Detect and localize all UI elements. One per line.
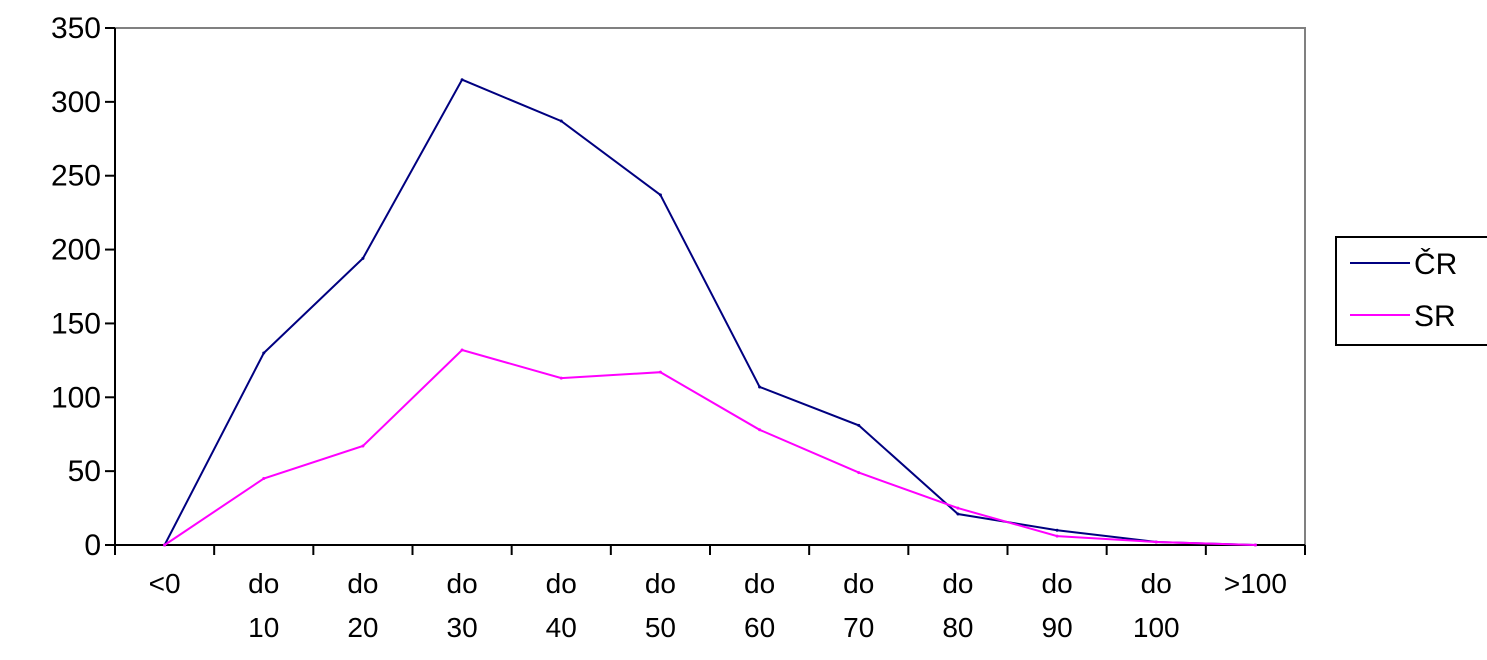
x-tick-label: <0 (149, 568, 181, 599)
data-point (262, 477, 266, 481)
y-tick-label: 100 (51, 381, 101, 414)
x-tick-label: 70 (843, 612, 874, 643)
series-line-0 (163, 78, 1256, 546)
data-point (758, 385, 762, 389)
data-point (361, 256, 365, 260)
legend-box (1335, 236, 1487, 346)
x-tick-label: 80 (942, 612, 973, 643)
data-point (956, 506, 960, 510)
data-point (163, 543, 167, 547)
y-tick-label: 200 (51, 234, 101, 267)
x-tick-label: >100 (1224, 568, 1287, 599)
data-point (1055, 528, 1059, 532)
x-tick-label: 30 (447, 612, 478, 643)
legend-label: SR (1414, 300, 1456, 333)
data-point (857, 423, 861, 427)
x-tick-label: do (546, 568, 577, 599)
y-tick-label: 150 (51, 307, 101, 340)
data-point (559, 376, 563, 380)
y-axis: 0 50 100 150 200 250 300 350 (51, 12, 116, 562)
data-point (361, 444, 365, 448)
data-point (857, 471, 861, 475)
series-line-1 (164, 348, 1256, 546)
x-tick-label: 100 (1133, 612, 1180, 643)
y-tick-label: 0 (84, 529, 101, 562)
x-tick-label: 50 (645, 612, 676, 643)
data-point (658, 370, 662, 374)
x-tick-label: do (347, 568, 378, 599)
y-tick-label: 250 (51, 160, 101, 193)
data-point (956, 512, 960, 516)
data-point (1055, 534, 1059, 538)
x-tick-label: do (744, 568, 775, 599)
data-point (559, 119, 563, 123)
legend: ČR SR (1335, 236, 1487, 346)
x-tick-label: do (248, 568, 279, 599)
x-tick-label: 40 (546, 612, 577, 643)
x-tick-label: 20 (347, 612, 378, 643)
x-tick-label: do (1141, 568, 1172, 599)
x-tick-label: 90 (1042, 612, 1073, 643)
series-lines (163, 78, 1257, 547)
y-tick-label: 300 (51, 86, 101, 119)
x-axis: <0 do 10 do 20 do 30 do 40 do 50 do 60 do 70 do 80 do 90 do… (114, 544, 1306, 643)
data-point (658, 193, 662, 197)
data-point (1154, 540, 1158, 544)
y-tick-label: 50 (68, 455, 101, 488)
legend-label: ČR (1414, 247, 1457, 281)
x-tick-label: 60 (744, 612, 775, 643)
data-point (1253, 543, 1257, 547)
x-tick-label: do (1042, 568, 1073, 599)
data-point (460, 348, 464, 352)
x-tick-label: do (645, 568, 676, 599)
data-point (262, 351, 266, 355)
x-tick-label: do (447, 568, 478, 599)
y-tick-label: 350 (51, 12, 101, 45)
x-tick-label: 10 (248, 612, 279, 643)
data-point (758, 428, 762, 432)
x-tick-label: do (942, 568, 973, 599)
x-tick-label: do (843, 568, 874, 599)
data-point (460, 78, 464, 82)
plot-area (114, 27, 1306, 546)
